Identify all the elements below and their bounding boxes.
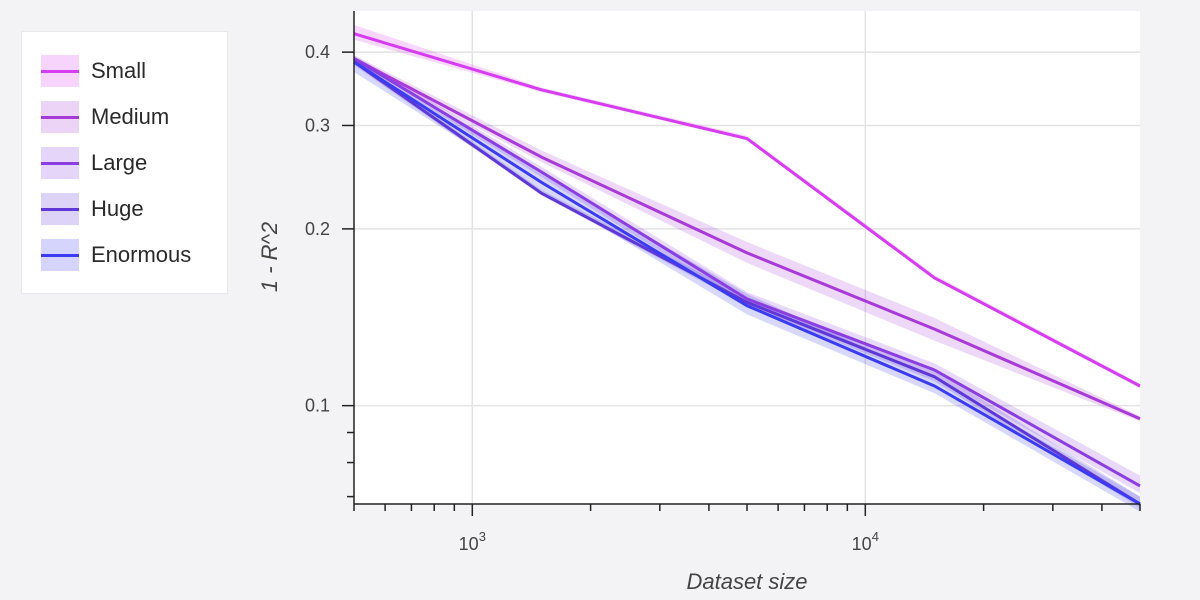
legend-label: Small — [91, 58, 147, 83]
x-tick-label-exponent: 3 — [479, 529, 486, 544]
legend-item-small[interactable]: Small — [22, 51, 227, 91]
x-tick-label-base: 10 — [852, 534, 872, 554]
legend-label: Large — [91, 150, 148, 175]
series-line-enormous — [353, 60, 1141, 506]
legend-swatch — [41, 147, 79, 179]
legend-line-swatch — [41, 70, 79, 73]
legend-line-swatch — [41, 116, 79, 119]
legend-label: Medium — [91, 104, 170, 129]
legend-item-large[interactable]: Large — [22, 143, 227, 183]
legend: Small Medium Large Huge Enormous — [21, 31, 228, 294]
legend-item-enormous[interactable]: Enormous — [22, 235, 227, 275]
y-tick-label: 0.1 — [305, 396, 330, 416]
x-axis-title: Dataset size — [686, 569, 807, 594]
grid — [354, 11, 1140, 504]
y-tick-label: 0.2 — [305, 219, 330, 239]
legend-item-huge[interactable]: Huge — [22, 189, 227, 229]
confidence-bands — [354, 24, 1140, 512]
y-axis-title: 1 - R^2 — [257, 222, 282, 292]
legend-line-swatch — [41, 254, 79, 257]
legend-label: Enormous — [91, 242, 192, 267]
legend-line-swatch — [41, 208, 79, 211]
legend-swatch — [41, 239, 79, 271]
legend-item-medium[interactable]: Medium — [22, 97, 227, 137]
x-tick-label-base: 10 — [459, 534, 479, 554]
series-line-medium — [353, 57, 1141, 421]
y-tick-label: 0.3 — [305, 115, 330, 135]
band-medium — [354, 55, 1140, 422]
series-lines — [353, 32, 1141, 506]
series-line-large — [353, 57, 1141, 488]
legend-label: Huge — [91, 196, 144, 221]
legend-line-swatch — [41, 162, 79, 165]
series-line-small — [353, 32, 1141, 388]
legend-swatch — [41, 193, 79, 225]
band-enormous — [354, 58, 1140, 512]
x-tick-label: 104 — [852, 529, 879, 554]
band-small — [354, 24, 1140, 389]
x-tick-label: 103 — [459, 529, 486, 554]
legend-swatch — [41, 55, 79, 87]
y-tick-label: 0.4 — [305, 42, 330, 62]
x-tick-label-exponent: 4 — [872, 529, 879, 544]
legend-swatch — [41, 101, 79, 133]
series-line-huge — [353, 60, 1141, 506]
